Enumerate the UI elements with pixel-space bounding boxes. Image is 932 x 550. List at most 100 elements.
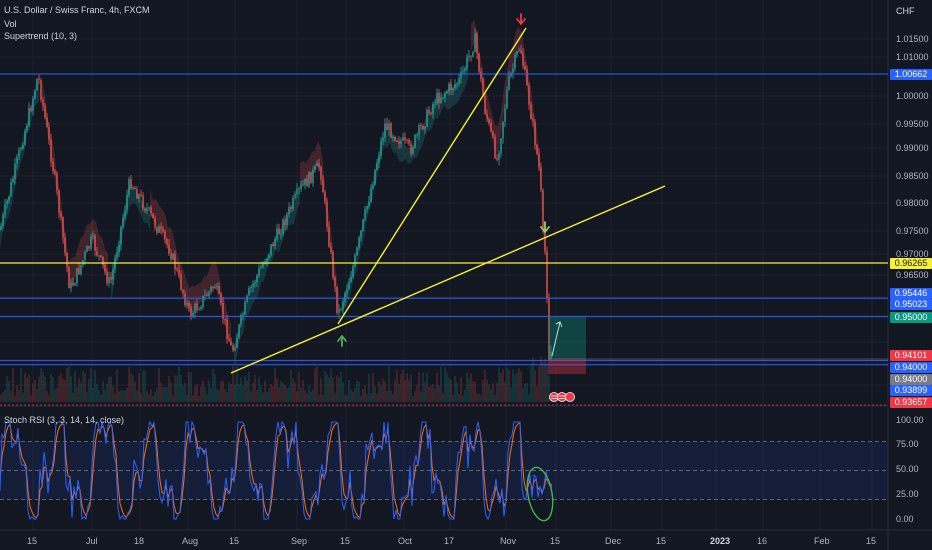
volume-bar [108, 376, 110, 402]
candle-body [212, 287, 214, 289]
volume-bar [228, 382, 230, 402]
volume-bar [294, 382, 296, 402]
volume-bar [500, 372, 502, 402]
volume-bar [534, 370, 536, 402]
candle-body [462, 70, 464, 72]
candle-body [0, 225, 2, 230]
volume-bar [46, 390, 48, 402]
candle-body [532, 119, 534, 122]
volume-bar [176, 375, 178, 402]
candle-body [218, 285, 220, 294]
candle-body [320, 167, 322, 180]
candle-body [144, 208, 146, 211]
symbol-title[interactable]: U.S. Dollar / Swiss Franc, 4h, FXCM [4, 5, 150, 15]
candle-body [336, 286, 338, 313]
volume-bar [74, 371, 76, 402]
volume-bar [512, 369, 514, 402]
horizontal-lines[interactable] [0, 73, 888, 406]
candle-body [398, 141, 400, 144]
volume-bar [80, 383, 82, 402]
candle-body [178, 269, 180, 275]
candle-body [30, 108, 32, 112]
volume-bar [246, 380, 248, 402]
candle-body [416, 134, 418, 136]
volume-bar [474, 381, 476, 402]
candle-body [486, 113, 488, 119]
volume-bar [386, 391, 388, 402]
candle-body [204, 294, 206, 296]
price-tick: 0.96500 [896, 270, 929, 280]
volume-bar [446, 372, 448, 402]
candle-body [488, 118, 490, 123]
volume-bar [418, 372, 420, 402]
candle-body [420, 125, 422, 127]
volume-bar [122, 389, 124, 402]
time-tick: 15 [866, 536, 877, 546]
candle-body [396, 140, 398, 142]
volume-bar [304, 390, 306, 402]
volume-bar [264, 380, 266, 402]
supertrend-legend[interactable]: Supertrend (10, 3) [4, 31, 78, 41]
candle-body [548, 297, 550, 360]
volume-bar [20, 368, 22, 402]
volume-bar [526, 382, 528, 402]
volume-bar [252, 383, 254, 402]
candle-body [22, 144, 24, 149]
candle-body [432, 104, 434, 114]
volume-bar [306, 393, 308, 402]
trendline-drawings[interactable] [230, 13, 666, 374]
candle-body [278, 228, 280, 235]
volume-bar [262, 392, 264, 402]
volume-bar [104, 389, 106, 402]
candle-body [72, 282, 74, 286]
volume-bar [442, 393, 444, 402]
time-tick: Oct [398, 536, 413, 546]
volume-bar [372, 372, 374, 402]
volume-bar [412, 395, 414, 402]
candle-body [62, 217, 64, 238]
price-tag: 0.93899 [890, 385, 932, 396]
candle-body [392, 137, 394, 139]
candle-body [394, 137, 396, 141]
candle-body [48, 126, 50, 140]
long-position-tool[interactable] [548, 317, 888, 402]
candle-body [480, 71, 482, 80]
stoch-rsi-legend[interactable]: Stoch RSI (3, 3, 14, 14, close) [4, 415, 125, 425]
volume-bar [144, 370, 146, 402]
candle-body [270, 244, 272, 255]
candle-body [120, 226, 122, 245]
candle-body [360, 230, 362, 238]
candle-body [448, 83, 450, 92]
volume-bar [186, 395, 188, 402]
candle-body [182, 289, 184, 294]
candle-body [316, 163, 318, 166]
volume-bar [340, 372, 342, 402]
time-tick: Nov [500, 536, 517, 546]
volume-bar [376, 394, 378, 402]
candle-body [388, 123, 390, 130]
volume-bar [148, 394, 150, 402]
supertrend-fill [234, 190, 300, 367]
position-arrow-icon [551, 321, 563, 357]
volume-bar [358, 381, 360, 402]
volume-bar [422, 372, 424, 402]
candle-body [216, 285, 218, 288]
volume-bar [116, 369, 118, 402]
stoch-tick: 75.00 [896, 439, 919, 449]
candle-body [426, 109, 428, 127]
candle-body [456, 83, 458, 85]
candle-body [66, 252, 68, 268]
candle-body [332, 252, 334, 278]
candle-body [18, 149, 20, 157]
volume-bar [146, 390, 148, 402]
candle-body [446, 91, 448, 94]
volume-bar [90, 368, 92, 402]
candle-body [348, 282, 350, 290]
volume-legend[interactable]: Vol [4, 19, 17, 29]
volume-bar [24, 372, 26, 402]
candle-body [56, 173, 58, 191]
candle-body [304, 178, 306, 185]
candle-body [518, 50, 520, 52]
candle-body [152, 213, 154, 218]
